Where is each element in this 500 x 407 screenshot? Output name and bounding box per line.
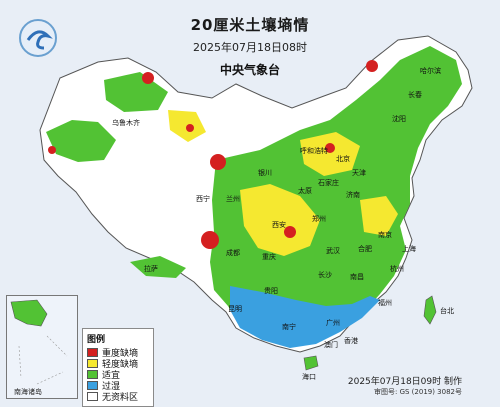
city-label: 南昌 [350,273,364,281]
city-label: 贵阳 [264,287,278,295]
moisture-green-east [210,46,462,346]
legend-item: 无资料区 [87,391,149,403]
legend-swatch [87,359,98,368]
title-block: 20厘米土壤墒情 2025年07月18日08时 中央气象台 [0,14,500,78]
city-label: 西安 [272,221,286,229]
city-label: 杭州 [390,265,404,273]
legend-swatch [87,392,98,401]
legend-label: 过湿 [102,382,121,392]
legend-item: 轻度缺墒 [87,358,149,370]
city-label: 台北 [440,307,454,315]
city-label: 拉萨 [144,265,158,273]
city-label: 上海 [402,245,416,253]
city-label: 呼和浩特 [300,147,328,155]
city-label: 重庆 [262,253,276,261]
moisture-yellow-north [300,132,360,176]
city-label: 广州 [326,319,340,327]
south-china-sea-inset [6,295,78,399]
city-label: 哈尔滨 [420,67,441,75]
map-credit: 2025年07月18日09时 制作 [347,377,462,387]
city-label: 济南 [346,191,360,199]
drought-patch [284,226,296,238]
city-label: 澳门 [324,341,338,349]
legend-title: 图例 [87,335,106,345]
city-label: 南宁 [282,323,296,331]
city-label: 西宁 [196,195,210,203]
city-label: 合肥 [358,245,372,253]
city-label: 太原 [298,187,312,195]
taiwan-island [423,295,437,325]
legend-label: 适宜 [102,371,121,381]
drought-patch [366,60,378,72]
city-label: 海口 [302,373,316,381]
city-label: 香港 [344,337,358,345]
city-label: 银川 [258,169,272,177]
city-label: 沈阳 [392,115,406,123]
legend-label: 轻度缺墒 [102,360,139,370]
map-legend: 图例 重度缺墒 轻度缺墒 适宜 过湿 无资料区 [82,328,154,407]
map-subtitle: 2025年07月18日08时 [193,41,307,54]
legend-label: 无资料区 [102,393,139,403]
city-label: 武汉 [326,247,340,255]
moisture-green-xinjiang [46,120,116,162]
city-label: 福州 [378,299,392,307]
city-label: 南京 [378,231,392,239]
city-label: 天津 [352,169,366,177]
city-label: 郑州 [312,215,326,223]
legend-item: 适宜 [87,369,149,381]
drought-patch [186,124,194,132]
legend-label: 重度缺墒 [102,349,139,359]
inset-label: 南海诸岛 [14,388,42,396]
cma-logo [18,18,58,58]
legend-swatch [87,370,98,379]
moisture-blue-south [230,286,380,348]
moisture-yellow-central [240,184,320,256]
city-label: 成都 [226,249,240,257]
moisture-green-tibet [130,256,186,278]
drought-patch [142,72,154,84]
drought-patch [325,143,335,153]
drought-patch [48,146,56,154]
city-label: 长春 [408,91,422,99]
city-label: 长沙 [318,271,332,279]
legend-item: 重度缺墒 [87,347,149,359]
drought-patch [201,231,219,249]
hainan-island [303,355,319,371]
city-label: 乌鲁木齐 [112,119,140,127]
city-label: 兰州 [226,195,240,203]
moisture-yellow-east [360,196,398,236]
legend-swatch [87,381,98,390]
city-label: 北京 [336,155,350,163]
map-approval: 审图号: GS (2019) 3082号 [374,388,462,396]
map-agency: 中央气象台 [219,63,280,77]
drought-patch [210,154,226,170]
legend-swatch [87,348,98,357]
legend-item: 过湿 [87,380,149,392]
city-label: 石家庄 [318,179,339,187]
map-title: 20厘米土壤墒情 [190,16,310,34]
city-label: 昆明 [228,305,242,313]
